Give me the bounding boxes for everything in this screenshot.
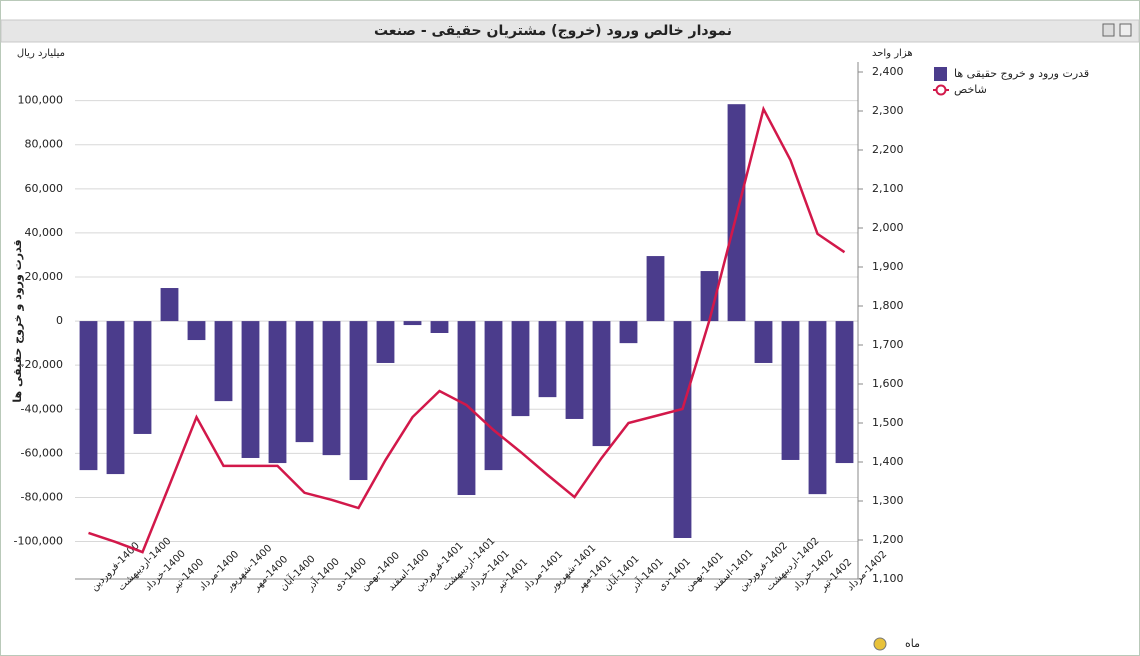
y2-unit: هزار واحد xyxy=(872,48,913,59)
y2-tick-label: 2,200 xyxy=(872,143,904,156)
y2-tick-label: 2,000 xyxy=(872,221,904,234)
bar xyxy=(322,321,341,456)
legend-swatch xyxy=(934,67,947,81)
bar xyxy=(700,271,719,322)
chart-title: نمودار خالص ورود (خروج) مشتریان حقیقی - … xyxy=(374,23,732,39)
bar xyxy=(835,321,854,464)
bar xyxy=(241,321,260,458)
bar xyxy=(403,321,422,326)
bar xyxy=(133,321,152,434)
y-tick-label: -60,000 xyxy=(21,446,63,459)
bar xyxy=(79,321,98,471)
bar xyxy=(538,321,557,398)
bar xyxy=(457,321,476,496)
y2-tick-label: 2,400 xyxy=(872,65,904,78)
legend-label: قدرت ورود و خروج حقیقی ها xyxy=(954,67,1089,80)
bar xyxy=(106,321,125,475)
line xyxy=(88,105,846,554)
bar xyxy=(430,321,449,333)
x-axis-title: ماه xyxy=(905,637,920,650)
y-tick-label: -100,000 xyxy=(14,535,63,548)
y-unit: میلیارد ریال xyxy=(17,48,65,59)
bar xyxy=(268,321,287,464)
bar xyxy=(376,321,395,363)
y-tick-label: 40,000 xyxy=(25,226,64,239)
legend-swatch xyxy=(935,84,947,96)
settings-icon[interactable] xyxy=(873,637,887,651)
bar xyxy=(295,321,314,443)
y-tick-label: 100,000 xyxy=(18,94,64,107)
y2-tick-label: 1,900 xyxy=(872,260,904,273)
bar xyxy=(646,256,665,322)
y-tick-label: 60,000 xyxy=(25,182,64,195)
bar xyxy=(808,321,827,495)
y2-tick-label: 1,500 xyxy=(872,416,904,429)
y-axis-title: قدرت ورود و خروج حقیقی ها xyxy=(11,239,25,402)
y2-tick-label: 1,600 xyxy=(872,377,904,390)
y-tick-label: 80,000 xyxy=(25,138,64,151)
print-icon[interactable] xyxy=(1102,23,1115,37)
y2-tick-label: 1,700 xyxy=(872,338,904,351)
y-tick-label: 20,000 xyxy=(25,270,64,283)
bar xyxy=(673,321,692,538)
bar xyxy=(781,321,800,460)
y2-tick-label: 2,100 xyxy=(872,182,904,195)
y2-tick-label: 1,100 xyxy=(872,572,904,585)
bar xyxy=(160,288,179,322)
bar xyxy=(565,321,584,419)
y-tick-label: -80,000 xyxy=(21,490,63,503)
y2-tick-label: 1,300 xyxy=(872,494,904,507)
bar xyxy=(214,321,233,402)
y-tick-label: -40,000 xyxy=(21,402,63,415)
bar xyxy=(511,321,530,417)
bar xyxy=(592,321,611,447)
y-tick-label: 0 xyxy=(56,314,63,327)
bar xyxy=(754,321,773,363)
y-tick-label: -20,000 xyxy=(21,358,63,371)
bar xyxy=(484,321,503,471)
export-icon[interactable] xyxy=(1119,23,1132,37)
legend-label: شاخص xyxy=(954,83,987,96)
title-bar xyxy=(0,19,1140,43)
bar xyxy=(187,321,206,341)
y2-tick-label: 1,400 xyxy=(872,455,904,468)
bar xyxy=(619,321,638,344)
bar xyxy=(349,321,368,481)
y2-tick-label: 1,200 xyxy=(872,533,904,546)
y2-tick-label: 1,800 xyxy=(872,299,904,312)
y2-tick-label: 2,300 xyxy=(872,104,904,117)
